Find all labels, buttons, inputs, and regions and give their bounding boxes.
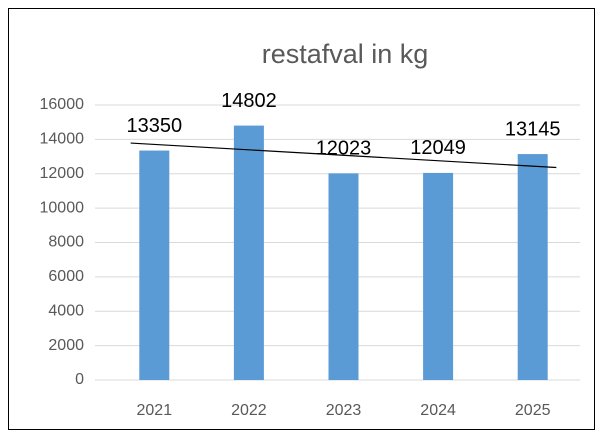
chart-title: restafval in kg: [262, 39, 429, 69]
chart-border: [8, 8, 595, 430]
value-label: 13350: [126, 115, 182, 137]
bar: [517, 154, 548, 380]
x-tick-label: 2024: [420, 402, 456, 419]
value-label: 14802: [221, 90, 277, 112]
y-tick-label: 14000: [40, 131, 85, 148]
value-label: 12023: [316, 138, 372, 160]
y-tick-label: 4000: [48, 302, 84, 319]
x-tick-label: 2021: [137, 402, 173, 419]
bar: [139, 150, 170, 380]
y-tick-label: 0: [75, 371, 84, 388]
y-tick-label: 16000: [40, 96, 85, 113]
y-tick-label: 12000: [40, 165, 85, 182]
value-label: 12049: [410, 137, 466, 159]
x-tick-label: 2022: [231, 402, 267, 419]
y-tick-label: 6000: [48, 268, 84, 285]
bar: [423, 172, 454, 380]
x-tick-label: 2025: [515, 402, 551, 419]
bar: [328, 173, 359, 380]
value-label: 13145: [505, 118, 561, 140]
y-tick-label: 2000: [48, 337, 84, 354]
x-tick-label: 2023: [326, 402, 362, 419]
trendline: [130, 142, 557, 169]
bar: [233, 125, 264, 380]
y-tick-label: 8000: [48, 234, 84, 251]
y-tick-label: 10000: [40, 199, 85, 216]
